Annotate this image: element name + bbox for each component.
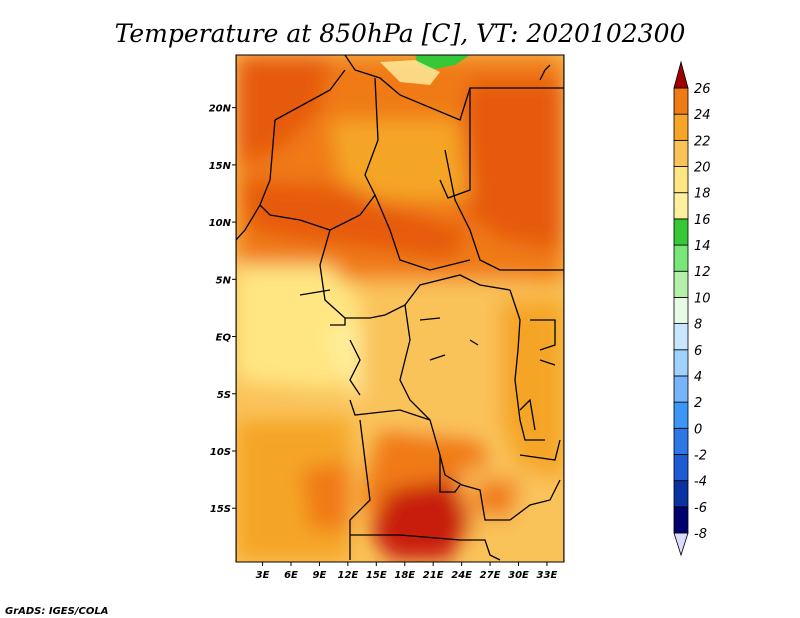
- angola-namibia-hot-region: [370, 480, 470, 560]
- colorbar-label: 8: [694, 318, 702, 333]
- plot-frame: [235, 54, 565, 563]
- colorbar-label: 10: [694, 291, 711, 306]
- colorbar-label: 22: [694, 134, 711, 149]
- y-tick-label: EQ: [216, 333, 232, 344]
- y-tick-label: 5N: [216, 275, 232, 286]
- y-tick-label: 10S: [210, 447, 231, 458]
- x-tick-label: 21E: [423, 570, 444, 581]
- east-africa-region: [500, 300, 564, 480]
- x-tick-label: 24E: [451, 570, 472, 581]
- colorbar-label: 16: [694, 213, 711, 228]
- colorbar-box: [673, 218, 689, 246]
- colorbar-box: [673, 244, 689, 272]
- southwest-hot-region: [300, 460, 350, 530]
- y-tick-label: 15S: [210, 504, 231, 515]
- colorbar-box: [673, 349, 689, 377]
- y-tick-label: 10N: [209, 218, 232, 229]
- y-tick-label: 15N: [209, 161, 232, 172]
- x-tick-label: 27E: [480, 570, 501, 581]
- northwest-hot-region: [236, 55, 330, 165]
- x-tick-label: 15E: [366, 570, 387, 581]
- colorbar-label: 4: [694, 370, 702, 385]
- libya-cool-region: [415, 55, 470, 70]
- country-borders: [236, 55, 564, 562]
- colorbar-label: 26: [694, 82, 711, 97]
- colorbar-box: [673, 454, 689, 482]
- grads-credit: GrADS: IGES/COLA: [5, 606, 108, 617]
- se-hot-region: [470, 480, 520, 520]
- northeast-hot-region: [450, 80, 564, 250]
- colorbar-box: [673, 87, 689, 115]
- gulf-guinea-region: [236, 265, 360, 390]
- colorbar-label: -6: [694, 501, 707, 516]
- colorbar-box: [673, 323, 689, 351]
- sahel-hot-region: [240, 180, 470, 260]
- colorbar-box: [673, 297, 689, 324]
- central-orange-region: [330, 120, 470, 200]
- y-tick-label: 20N: [209, 104, 232, 115]
- x-tick-label: 3E: [256, 570, 270, 581]
- colorbar-label: -4: [694, 475, 707, 490]
- colorbar-label: 2: [694, 396, 702, 411]
- colorbar-min-triangle: [673, 532, 689, 557]
- colorbar-box: [673, 270, 689, 298]
- colorbar-label: 0: [694, 422, 702, 437]
- colorbar-label: 14: [694, 239, 711, 254]
- colorbar-label: 20: [694, 161, 711, 176]
- colorbar-box: [673, 192, 689, 220]
- colorbar-box: [673, 113, 689, 141]
- x-axis: 3E 6E 9E 12E 15E 18E 21E 24E 27E 30E 33E: [256, 562, 558, 581]
- x-tick-label: 33E: [537, 570, 558, 581]
- colorbar-box: [673, 139, 689, 167]
- chart-title: Temperature at 850hPa [C], VT: 202010230…: [115, 19, 686, 48]
- colorbar-box: [673, 480, 689, 508]
- colorbar-label: 6: [694, 344, 702, 359]
- colorbar-label: -2: [694, 448, 707, 463]
- temperature-field: [236, 55, 564, 562]
- colorbar-label: 12: [694, 265, 711, 280]
- colorbar-box: [673, 166, 689, 194]
- colorbar-max-triangle: [673, 60, 689, 89]
- colorbar-label: 24: [694, 108, 711, 123]
- x-tick-label: 12E: [337, 570, 358, 581]
- x-tick-label: 18E: [394, 570, 415, 581]
- x-tick-label: 30E: [508, 570, 529, 581]
- y-axis: 20N 15N 10N 5N EQ 5S 10S 15S: [209, 104, 236, 515]
- colorbar-box: [673, 427, 689, 455]
- colorbar-box: [673, 401, 689, 429]
- colorbar-label: -8: [694, 527, 707, 542]
- colorbar-box: [673, 506, 689, 534]
- colorbar-label: 18: [694, 187, 711, 202]
- x-tick-label: 9E: [313, 570, 327, 581]
- libya-pale-region: [380, 60, 440, 85]
- colorbar-box: [673, 375, 689, 403]
- y-tick-label: 5S: [217, 390, 231, 401]
- x-tick-label: 6E: [284, 570, 298, 581]
